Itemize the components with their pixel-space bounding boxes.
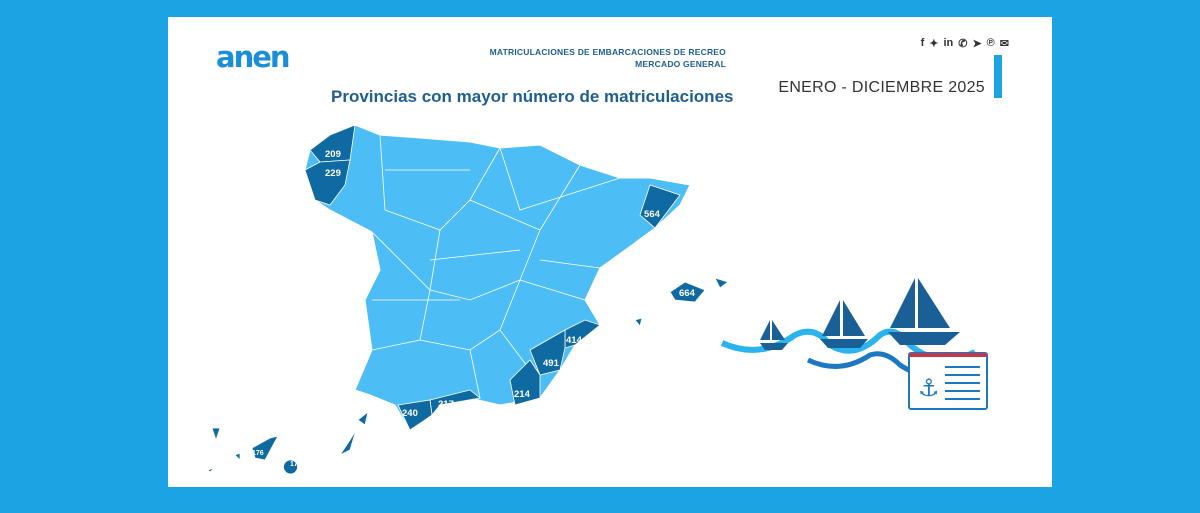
label-las-palmas: 175 [290,461,302,468]
facebook-icon[interactable]: f [920,37,925,49]
province-barcelona [639,184,681,229]
label-barcelona: 564 [644,209,661,220]
label-baleares: 664 [679,288,696,299]
label-malaga: 217 [438,399,454,410]
email-icon[interactable]: ✉ [999,38,1009,50]
province-santa-cruz-de-tenerife [207,427,279,473]
province-baleares [634,277,729,327]
province-murcia [529,329,566,376]
label-pontevedra: 229 [325,168,341,179]
label-a-coruna: 209 [325,149,341,160]
province-las-palmas [283,410,369,475]
anen-logo: anen [216,40,291,74]
province-borders [371,134,621,399]
telegram-icon[interactable]: ➤ [972,38,982,50]
province-pontevedra [304,159,351,206]
infographic-card: anen MATRICULACIONES DE EMBARCACIONES DE… [168,17,1052,487]
province-cadiz [397,399,433,431]
mainland-spain [304,124,691,431]
map-title: Provincias con mayor número de matricula… [331,87,734,106]
header-line-1: MATRICULACIONES DE EMBARCACIONES DE RECR… [489,47,726,57]
report-header: MATRICULACIONES DE EMBARCACIONES DE RECR… [490,46,726,70]
label-alicante: 414 [566,335,583,346]
social-share-bar: f ✦ in ✆ ➤ ℗ ✉ [921,37,1009,50]
province-a-coruna [309,124,356,163]
label-cadiz: 240 [402,408,418,419]
label-murcia: 491 [543,358,560,369]
whatsapp-icon[interactable]: ✆ [958,38,968,50]
linkedin-icon[interactable]: in [943,37,954,49]
anchor-icon: ⚓ [918,374,940,402]
pinterest-icon[interactable]: ℗ [986,37,995,49]
boats-illustration: ⚓ [720,278,988,410]
label-santa-cruz-de-tenerife: 176 [252,450,264,457]
province-almeria [509,359,541,406]
header-line-2: MERCADO GENERAL [635,59,726,69]
accent-bar [994,55,1002,98]
province-labels: 209 229 564 664 414 491 214 217 240 176 … [252,149,696,468]
label-almeria: 214 [514,389,531,400]
twitter-icon[interactable]: ✦ [929,38,939,50]
period-label: ENERO - DICIEMBRE 2025 [778,79,985,96]
